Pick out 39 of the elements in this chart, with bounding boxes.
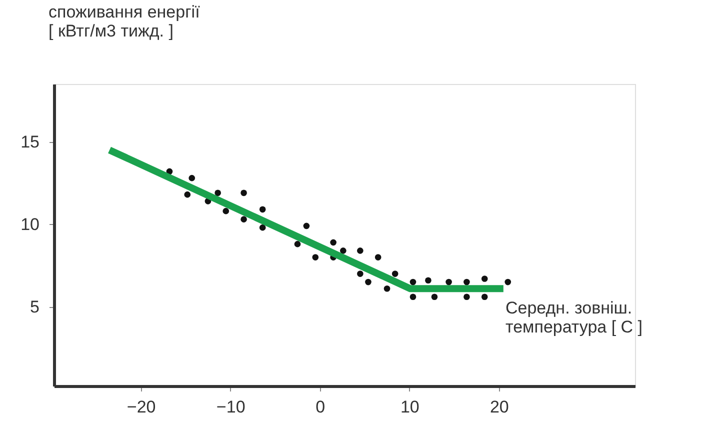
x-tick-label: −10 [216,398,246,416]
point [504,278,512,286]
point [392,270,398,277]
point [188,174,196,182]
point [425,277,432,284]
point [312,254,319,260]
point [464,278,470,286]
point [294,240,301,248]
point [481,276,488,282]
point [259,206,266,213]
point [340,248,346,254]
point [330,239,336,246]
point [431,294,438,300]
point [240,190,247,196]
y-tick-label: 5 [30,297,40,316]
point [214,190,221,196]
point [446,278,452,286]
x-tick-label: 0 [316,398,326,416]
point [464,294,470,300]
y-tick-label: 10 [20,214,40,234]
point [184,191,191,198]
y-tick-label: 15 [20,132,40,152]
y-axis-title: споживання енергії [ кВтг/м3 тижд. ] [48,2,200,40]
point [365,278,372,286]
point [259,224,266,231]
x-tick-label: −20 [126,398,156,416]
point [357,248,364,254]
point [222,208,230,214]
point [410,294,416,300]
x-axis-title: Середн. зовніш. температура [ C ] [506,298,643,336]
point [357,270,364,277]
x-tick-label: 10 [400,398,420,416]
point [410,278,416,286]
point [240,216,247,222]
point [384,285,390,292]
point [481,294,488,300]
point [303,222,310,230]
point [374,254,382,260]
x-tick-label: 20 [490,398,509,416]
